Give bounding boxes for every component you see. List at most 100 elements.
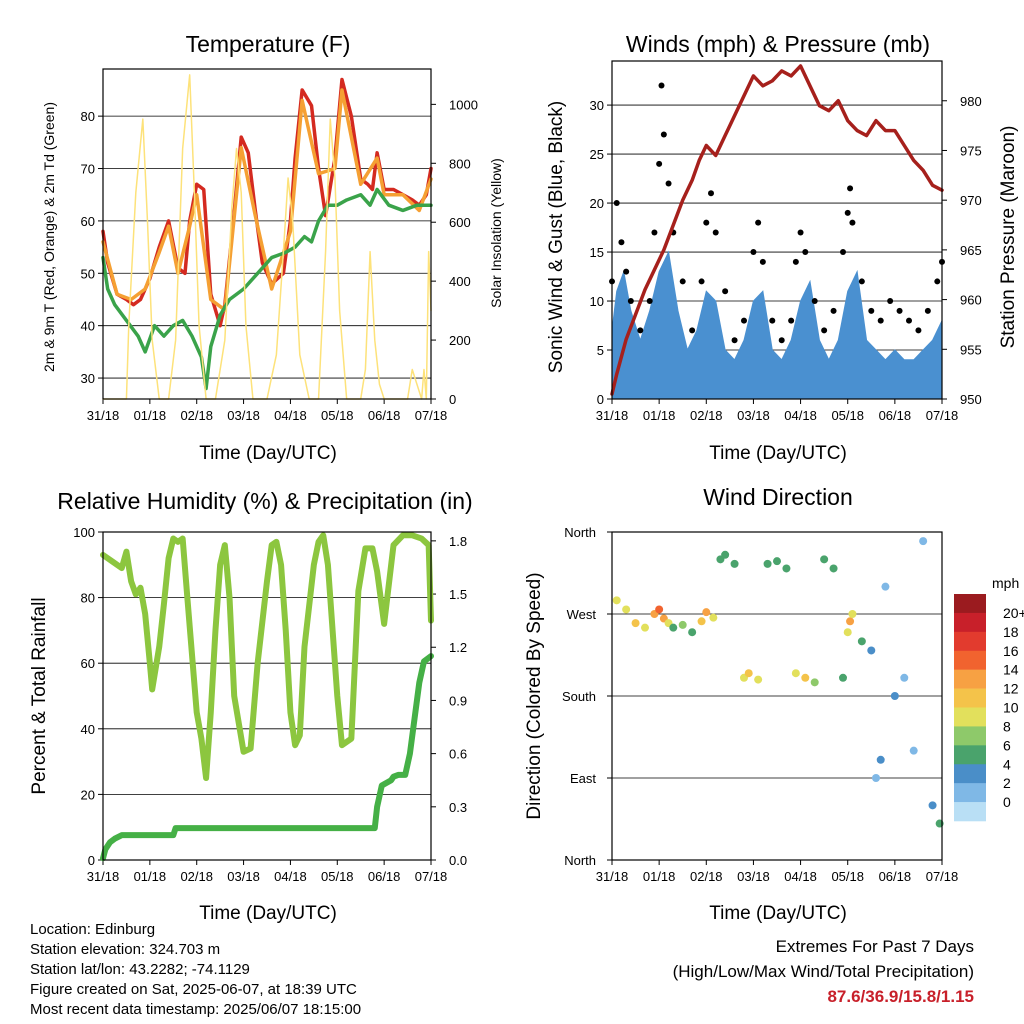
winds-xtick-label: 03/18: [737, 408, 770, 423]
winds-series-point: [802, 249, 809, 256]
extremes-title: Extremes For Past 7 Days: [775, 937, 974, 956]
direction-direction-point: [848, 610, 857, 618]
direction-direction-point: [641, 623, 649, 632]
legend-swatch: [954, 764, 986, 784]
direction-ytick-label: East: [570, 771, 596, 786]
direction-direction-point: [872, 774, 880, 782]
direction-direction-point: [688, 628, 697, 637]
winds-ytick-label: 20: [590, 196, 604, 211]
direction-xtick-label: 05/18: [831, 869, 864, 884]
humidity-xtick-label: 31/18: [87, 869, 120, 884]
winds-series-point: [906, 317, 912, 324]
winds-y2tick-label: 960: [960, 293, 982, 308]
winds-series-point: [698, 278, 705, 285]
winds-series-point: [896, 307, 903, 314]
direction-direction-point: [622, 605, 631, 614]
winds-y2tick-label: 975: [960, 143, 982, 158]
winds-ytick-label: 15: [590, 245, 604, 260]
winds-series-point: [613, 200, 620, 207]
winds-series-point: [656, 160, 663, 167]
humidity-y2tick-label: 0.6: [449, 747, 467, 762]
winds-series-point: [703, 219, 710, 226]
legend-label: 0: [1003, 794, 1011, 810]
legend-swatch: [954, 745, 986, 765]
humidity-ytick-label: 60: [81, 656, 95, 671]
winds-series-point: [741, 317, 747, 324]
temperature-ytick-label: 40: [81, 319, 95, 334]
winds-xtick-label: 01/18: [643, 408, 676, 423]
humidity-frame: [102, 531, 432, 861]
winds-series-point: [858, 278, 865, 285]
winds-series-point: [769, 317, 776, 324]
temperature-y2tick-label: 400: [449, 274, 471, 289]
direction-direction-point: [839, 673, 847, 682]
winds-series-point: [811, 298, 818, 305]
winds-y2tick-label: 965: [960, 243, 982, 258]
winds-series-point: [934, 278, 941, 285]
humidity-series-line: [100, 653, 434, 862]
direction-direction-point: [820, 555, 829, 564]
humidity-xtick-label: 06/18: [368, 869, 401, 884]
temperature-ytick-label: 50: [81, 266, 95, 281]
temperature-ylabel-left: 2m & 9m T (Red, Orange) & 2m Td (Green): [41, 102, 57, 372]
direction-ytick-label: North: [564, 525, 596, 540]
legend-label: 4: [1003, 756, 1011, 772]
direction-direction-point: [754, 675, 763, 684]
winds-ytick-label: 0: [597, 392, 604, 407]
winds-series-point: [759, 258, 766, 265]
winds-series-point: [646, 298, 653, 305]
direction-direction-point: [730, 559, 739, 568]
direction-direction-point: [857, 637, 866, 646]
temperature-y2tick-label: 800: [449, 156, 471, 171]
winds-series-point: [778, 337, 785, 344]
winds-series-line: [610, 64, 944, 396]
humidity-y2tick-label: 0.9: [449, 693, 467, 708]
legend-label: 12: [1003, 681, 1019, 697]
direction-direction-point: [709, 613, 718, 622]
humidity-xtick-label: 05/18: [321, 869, 354, 884]
humidity-ytick-label: 100: [73, 525, 95, 540]
direction-ytick-label: South: [562, 689, 596, 704]
humidity-xtick-label: 01/18: [134, 869, 167, 884]
humidity-title: Relative Humidity (%) & Precipitation (i…: [57, 488, 472, 514]
winds-series-area: [611, 250, 943, 400]
humidity-series-line: [100, 532, 434, 781]
winds-series-point: [679, 278, 686, 285]
temperature-xlabel: Time (Day/UTC): [199, 443, 337, 464]
temperature-y2tick-label: 200: [449, 333, 471, 348]
direction-direction-point: [867, 646, 876, 655]
temperature-series-line: [101, 88, 433, 312]
legend-label: 10: [1003, 700, 1019, 716]
winds-y2tick-label: 970: [960, 193, 982, 208]
winds-series-point: [731, 337, 738, 344]
winds-series-point: [847, 185, 854, 192]
temperature-xtick-label: 31/18: [87, 408, 120, 423]
direction-title: Wind Direction: [703, 484, 853, 510]
legend-label: 2: [1003, 775, 1011, 791]
direction-direction-point: [791, 669, 800, 678]
direction-direction-point: [773, 557, 781, 566]
temperature-frame: [102, 68, 432, 400]
winds-series-point: [924, 307, 931, 314]
winds-xtick-label: 07/18: [926, 408, 959, 423]
temperature-xtick-label: 06/18: [368, 408, 401, 423]
legend-swatch: [954, 688, 986, 708]
winds-series-point: [797, 229, 804, 236]
station-latlon: Station lat/lon: 43.2282; -74.1129: [30, 961, 250, 978]
legend-label: 20+: [1003, 605, 1024, 621]
direction-xtick-label: 31/18: [596, 869, 629, 884]
humidity-xtick-label: 04/18: [274, 869, 307, 884]
temperature-series-line: [102, 74, 432, 400]
winds-series-point: [868, 307, 875, 314]
direction-direction-point: [782, 564, 791, 573]
legend-swatch: [954, 631, 986, 652]
direction-direction-point: [900, 673, 909, 682]
temperature-ytick-label: 30: [81, 371, 95, 386]
direction-xlabel: Time (Day/UTC): [709, 903, 847, 924]
humidity-xlabel: Time (Day/UTC): [199, 903, 337, 924]
extremes-value: 87.6/36.9/15.8/1.15: [827, 987, 974, 1006]
direction-ytick-label: West: [567, 607, 597, 622]
station-elevation: Station elevation: 324.703 m: [30, 941, 221, 958]
